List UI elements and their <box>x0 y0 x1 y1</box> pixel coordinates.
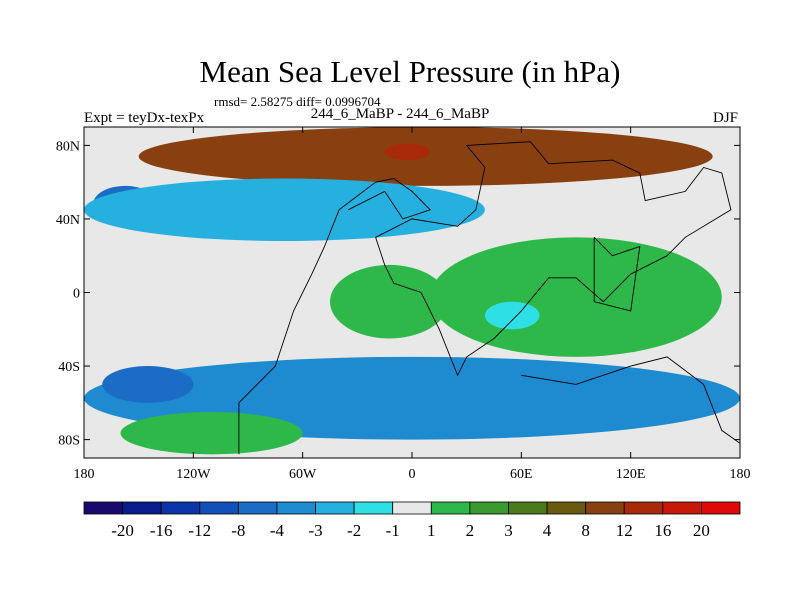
colorbar-label: -20 <box>111 521 134 540</box>
colorbar-box <box>122 501 162 515</box>
y-tick-label: 80S <box>58 434 80 449</box>
colorbar-box <box>276 501 316 515</box>
colorbar-label: 4 <box>543 521 552 540</box>
chart-title: Mean Sea Level Pressure (in hPa) <box>199 54 621 89</box>
colorbar-box <box>315 501 355 515</box>
region-tropical-green <box>330 264 449 339</box>
coastline-1 <box>238 178 432 455</box>
colorbar-box <box>353 501 394 515</box>
x-tick-label: 180 <box>74 467 95 482</box>
coastline-2 <box>375 141 732 377</box>
colorbar-label: -8 <box>231 521 245 540</box>
colorbar-label: -4 <box>270 521 285 540</box>
colorbar-label: 2 <box>466 521 475 540</box>
colorbar-label: 20 <box>693 521 710 540</box>
colorbar-box <box>237 501 278 515</box>
colorbar-box <box>469 501 509 515</box>
region-south-pacific-low <box>102 366 194 403</box>
colorbar-label: 8 <box>581 521 590 540</box>
x-tick-label: 0 <box>409 467 416 482</box>
region-africa-green <box>430 237 722 357</box>
colorbar-box <box>83 501 123 515</box>
map-field <box>84 127 740 458</box>
colorbar-box <box>392 501 432 515</box>
region-indian-ocean-cyan <box>484 301 540 330</box>
colorbar-label: 12 <box>616 521 633 540</box>
region-antarctic-green <box>120 412 303 455</box>
y-tick-label: 80N <box>56 139 80 154</box>
colorbar-label: 16 <box>654 521 671 540</box>
y-tick-label: 0 <box>73 287 80 302</box>
colorbar-box <box>430 501 471 515</box>
coastline-3 <box>593 236 641 312</box>
colorbar: -20 -16 -12 -8 -4 -3 -2 -1 1 2 3 4 8 12 16 20 <box>83 501 741 540</box>
coastline-4 <box>521 356 740 444</box>
colorbar-box <box>546 501 587 515</box>
y-tick-label: 40S <box>58 360 80 375</box>
x-tick-label: 60W <box>289 467 317 482</box>
x-tick-label: 120E <box>616 467 646 482</box>
colorbar-box <box>662 501 702 515</box>
colorbar-box <box>160 501 201 515</box>
colorbar-label: 3 <box>504 521 513 540</box>
comparison-label: 244_6_MaBP - 244_6_MaBP <box>310 106 490 122</box>
experiment-label: Expt = teyDx-texPx <box>84 110 205 126</box>
x-tick-label: 120W <box>176 467 211 482</box>
colorbar-label: -2 <box>347 521 361 540</box>
colorbar-label: -3 <box>308 521 322 540</box>
region-arctic-high-core <box>384 143 431 161</box>
stats-text: rmsd= 2.58275 diff= 0.0996704 <box>214 94 381 109</box>
region-north-atlantic-low <box>84 178 485 242</box>
y-tick-label: 40N <box>56 213 80 228</box>
colorbar-box <box>701 501 741 515</box>
colorbar-label: -16 <box>150 521 173 540</box>
x-tick-label: 60E <box>510 467 533 482</box>
season-label: DJF <box>712 110 738 126</box>
colorbar-label: -12 <box>188 521 211 540</box>
x-tick-label: 180 <box>730 467 751 482</box>
colorbar-box <box>508 501 548 515</box>
colorbar-box <box>623 501 664 515</box>
colorbar-box <box>199 501 239 515</box>
colorbar-label: 1 <box>427 521 436 540</box>
colorbar-box <box>585 501 625 515</box>
colorbar-label: -1 <box>386 521 400 540</box>
